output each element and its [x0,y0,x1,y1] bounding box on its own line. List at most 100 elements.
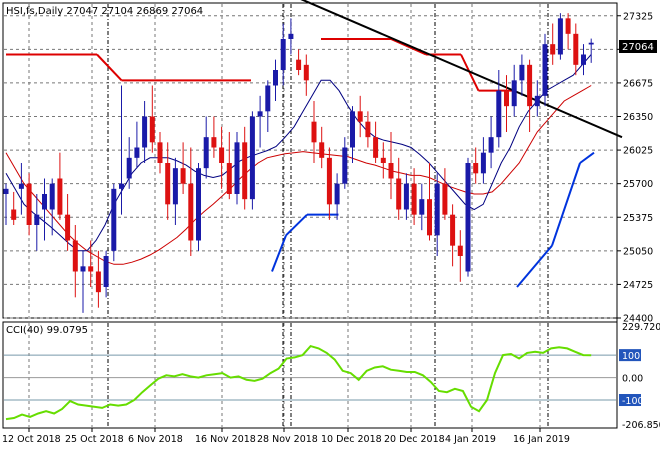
resistance-segment [96,53,123,82]
x-tick-label: 16 Nov 2018 [195,434,256,445]
candle-body-down [457,245,463,256]
cci-level-box [619,349,641,362]
candle-body-down [326,157,332,205]
candle-body-up [234,142,240,194]
candle-body-up [273,70,278,86]
cci-level-box [619,394,641,407]
candle-body-down [226,163,232,194]
candle-body-up [80,266,86,272]
candle-body-down [388,163,394,179]
candle-body-up [196,168,201,241]
candle-body-up [49,183,55,210]
candle-body-up [126,157,132,179]
cci-tick-label: 229.7202 [622,322,660,333]
candle-body-up [581,54,586,65]
y-tick-label: 26350 [623,112,653,123]
candle-body-down [565,18,571,34]
x-tick-label: 28 Nov 2018 [257,434,318,445]
candle-body-up [249,116,255,200]
candle-body-down [88,266,94,272]
candle-body-up [103,256,109,287]
candle-body-up [280,39,286,70]
candle-body-up [265,85,271,112]
cci-label: CCI(40) 99.0795 [6,325,88,336]
candle-body-up [111,188,117,251]
ma-fast-line [5,54,592,252]
chart-title: HSI,fs,Daily 27047 27104 26869 27064 [6,6,203,17]
candle-body-down [319,142,325,158]
x-tick-label: 10 Dec 2018 [321,434,382,445]
y-tick-label: 25375 [623,213,653,224]
level-lines [6,0,623,288]
candle-body-up [350,111,355,148]
candle-body-up [18,183,24,189]
candle-body-up [172,168,178,205]
candle-body-up [588,42,594,45]
x-tick-label: 12 Oct 2018 [2,434,61,445]
candle-body-down [450,214,456,246]
y-tick-label: 26675 [623,78,653,89]
candle-body-up [511,80,517,107]
x-tick-label: 20 Dec 2018 [384,434,445,445]
candle-body-down [219,147,225,163]
cci-tick-label: -206.8504 [622,420,660,431]
candle-body-up [465,163,471,272]
support-segment [579,151,595,164]
candle-body-up [488,137,494,153]
y-tick-label: 25050 [623,246,653,257]
candle-body-down [473,163,479,174]
cci-tick-label: -100 [622,396,644,407]
candles [3,13,594,313]
x-tick-label: 4 Jan 2019 [445,434,496,445]
cci-line [5,344,592,421]
candle-body-down [180,168,186,184]
x-tick-label: 16 Jan 2019 [513,434,570,445]
candle-body-down [11,209,17,220]
cci-tick-label: 100 [622,351,640,362]
candle-body-down [442,183,448,215]
candle-body-up [42,194,47,210]
candle-body-down [396,178,402,210]
candle-body-up [534,95,540,107]
ma-slow-line [5,85,592,265]
y-tick-label: 26025 [623,146,653,157]
candle-body-down [26,183,32,225]
candle-body-up [403,183,409,210]
candle-body-up [134,147,140,158]
candle-body-down [357,111,363,122]
candle-body-up [519,64,525,81]
last-price-label: 27064 [622,42,654,53]
candle-body-down [242,142,248,200]
y-tick-label: 24725 [623,280,653,291]
candle-body-down [72,240,78,272]
candle-body-down [296,59,302,70]
candle-body-down [188,183,194,241]
support-segment [271,234,287,272]
candle-body-down [373,137,379,158]
candle-body-down [95,271,101,293]
candle-body-up [419,199,425,215]
support-segment [516,245,553,288]
y-tick-label: 24400 [623,314,653,325]
candle-body-down [149,116,155,143]
main-panel-frame [2,2,618,319]
y-tick-label: 25700 [623,179,653,190]
candle-body-up [542,44,548,96]
candle-body-up [142,116,148,148]
trendline [300,0,623,139]
candle-body-down [65,214,71,241]
candle-body-down [527,64,533,107]
candle-body-down [165,163,171,205]
candle-body-up [334,183,340,205]
candle-body-up [288,33,294,39]
candle-body-down [504,90,509,107]
x-tick-label: 25 Oct 2018 [65,434,124,445]
candle-body-down [211,137,217,148]
last-price-box [619,40,657,53]
moving-averages [5,54,592,265]
support-segment [285,213,308,237]
candle-body-down [550,44,556,55]
candle-body-up [496,90,502,138]
candle-body-up [257,111,263,117]
